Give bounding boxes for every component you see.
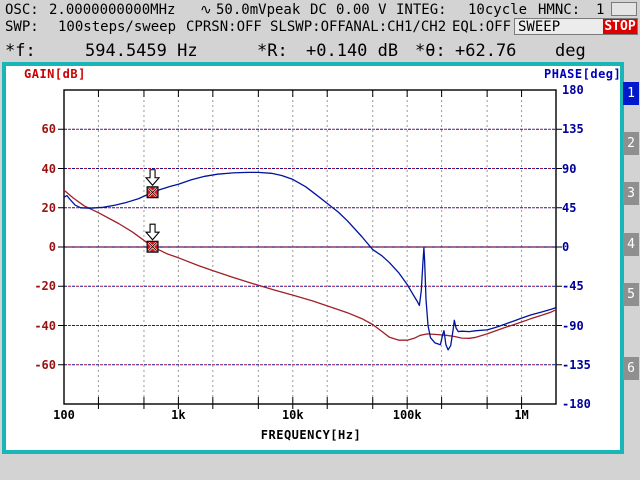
dc-label: DC <box>310 2 327 18</box>
softkey-5[interactable]: 5 <box>623 283 639 306</box>
osc-frequency-value: 2.0000000000MHz <box>49 2 176 18</box>
softkey-6[interactable]: 6 <box>623 357 639 380</box>
slow-sweep-status: SLSWP:OFF <box>270 19 346 35</box>
ac-waveform-icon: ∿ <box>200 2 212 18</box>
marker-freq-label: *f: <box>5 41 36 61</box>
marker-phase-value: +62.76 <box>455 41 517 61</box>
harmonic-label: HMNC: <box>538 2 581 18</box>
harmonic-entry-box[interactable] <box>611 2 637 16</box>
analysis-channel-status: ANAL:CH1/CH2 <box>345 19 447 35</box>
marker-freq-value: 594.5459 Hz <box>85 41 198 61</box>
softkey-2[interactable]: 2 <box>623 132 639 155</box>
integ-label: INTEG: <box>396 2 447 18</box>
softkey-3[interactable]: 3 <box>623 182 639 205</box>
harmonic-value: 1 <box>596 2 605 18</box>
marker-phase-unit: deg <box>555 41 586 61</box>
marker-gain-label: *R: <box>257 41 288 61</box>
sweep-label: SWP: <box>5 19 39 35</box>
compression-status: CPRSN:OFF <box>186 19 262 35</box>
softkey-4[interactable]: 4 <box>623 233 639 256</box>
osc-amplitude-value: 50.0mVpeak <box>216 2 301 18</box>
sweep-stop-status-badge: STOP <box>603 19 637 34</box>
marker-phase-label: *θ: <box>415 41 446 61</box>
marker-gain-value: +0.140 dB <box>306 41 399 61</box>
equalize-status: EQL:OFF <box>452 19 512 35</box>
graph-panel <box>2 62 624 454</box>
softkey-1[interactable]: 1 <box>623 82 639 105</box>
sweep-mode-value: SWEEP <box>518 19 561 35</box>
sweep-steps-value: 100steps/sweep <box>58 19 177 35</box>
integ-value: 10cycle <box>468 2 528 18</box>
sweep-mode-box: SWEEP STOP <box>514 18 638 35</box>
osc-label: OSC: <box>5 2 39 18</box>
dc-bias-value: 0.00 V <box>336 2 387 18</box>
